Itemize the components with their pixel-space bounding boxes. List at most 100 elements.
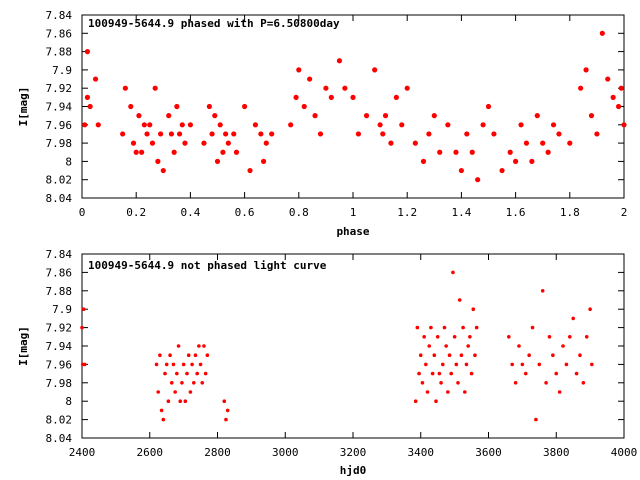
- data-point: [258, 131, 264, 137]
- y-tick-label: 7.92: [46, 322, 73, 335]
- data-point: [166, 113, 172, 119]
- x-tick-label: 3400: [408, 446, 435, 459]
- data-point: [545, 149, 551, 155]
- data-point: [161, 417, 166, 422]
- data-point: [133, 149, 139, 155]
- data-point: [350, 94, 356, 100]
- y-tick-label: 7.88: [46, 285, 73, 298]
- data-point: [293, 94, 299, 100]
- x-tick-label: 1: [350, 206, 357, 219]
- data-point: [520, 362, 525, 367]
- data-point: [404, 85, 410, 91]
- data-point: [328, 94, 334, 100]
- data-point: [301, 103, 307, 110]
- data-point: [550, 122, 557, 128]
- data-point: [195, 371, 199, 376]
- data-point: [380, 131, 386, 137]
- data-point: [179, 122, 185, 128]
- data-point: [92, 76, 99, 82]
- data-point: [136, 113, 142, 119]
- data-point: [537, 362, 542, 367]
- data-point: [186, 353, 191, 358]
- data-point: [201, 140, 207, 146]
- y-tick-label: 7.84: [46, 9, 73, 22]
- data-point: [180, 381, 184, 385]
- data-point: [435, 335, 440, 339]
- y-tick-label: 7.96: [46, 119, 73, 132]
- data-point: [459, 353, 464, 358]
- data-point: [168, 353, 172, 358]
- data-point: [190, 362, 194, 367]
- y-tick-label: 8.02: [46, 174, 73, 187]
- y-tick-label: 7.94: [46, 340, 73, 353]
- data-point: [200, 381, 205, 385]
- data-point: [312, 113, 318, 119]
- data-point: [336, 58, 343, 64]
- data-point: [452, 335, 457, 339]
- y-tick-label: 7.96: [46, 358, 73, 371]
- y-tick-label: 7.98: [46, 377, 73, 390]
- data-point: [182, 140, 188, 146]
- x-tick-label: 0.8: [289, 206, 309, 219]
- data-point: [307, 76, 313, 82]
- data-point: [173, 390, 177, 394]
- x-tick-label: 2800: [204, 446, 231, 459]
- data-point: [561, 344, 565, 348]
- data-point: [615, 103, 622, 110]
- x-tick-label: 1.8: [560, 206, 580, 219]
- data-point: [323, 85, 329, 91]
- data-point: [458, 167, 464, 174]
- data-point: [453, 149, 459, 155]
- data-point: [393, 94, 399, 100]
- data-point: [158, 353, 162, 358]
- data-point: [203, 371, 208, 376]
- data-point: [120, 131, 126, 137]
- data-point: [491, 131, 497, 137]
- data-point: [377, 122, 383, 128]
- data-point: [474, 325, 479, 330]
- data-point: [518, 122, 524, 128]
- y-tick-label: 8.04: [46, 432, 73, 445]
- data-point: [523, 371, 528, 376]
- data-point: [427, 344, 432, 348]
- data-point: [461, 325, 465, 330]
- data-point: [513, 381, 518, 385]
- data-point: [432, 353, 437, 358]
- data-point: [578, 353, 582, 358]
- data-point: [507, 149, 513, 155]
- y-tick-label: 8.04: [46, 192, 73, 205]
- data-point: [556, 131, 562, 137]
- data-point: [149, 140, 156, 146]
- data-point: [581, 381, 586, 385]
- y-tick-label: 8.02: [46, 414, 73, 427]
- data-point: [437, 371, 442, 376]
- data-point: [342, 85, 348, 91]
- data-point: [225, 408, 230, 413]
- y-tick-label: 7.98: [46, 137, 73, 150]
- data-point: [451, 270, 455, 275]
- data-point: [191, 381, 196, 385]
- y-axis-label-0: I[mag]: [17, 87, 30, 127]
- data-point: [178, 399, 183, 404]
- data-point: [534, 113, 540, 119]
- data-point: [176, 344, 181, 348]
- data-point: [147, 122, 153, 128]
- data-point: [355, 131, 362, 137]
- x-tick-label: 3600: [475, 446, 502, 459]
- x-tick-label: 1.4: [451, 206, 471, 219]
- data-point: [296, 67, 302, 73]
- data-point: [568, 335, 572, 339]
- data-point: [84, 49, 91, 55]
- data-point: [413, 399, 418, 404]
- data-point: [175, 371, 179, 376]
- y-tick-label: 8: [65, 155, 72, 168]
- data-point: [415, 325, 420, 330]
- data-point: [139, 149, 145, 155]
- data-point: [220, 149, 226, 155]
- x-tick-label: 3200: [340, 446, 367, 459]
- data-point: [164, 362, 169, 367]
- data-point: [454, 362, 459, 367]
- data-point: [430, 371, 435, 376]
- data-point: [447, 353, 452, 358]
